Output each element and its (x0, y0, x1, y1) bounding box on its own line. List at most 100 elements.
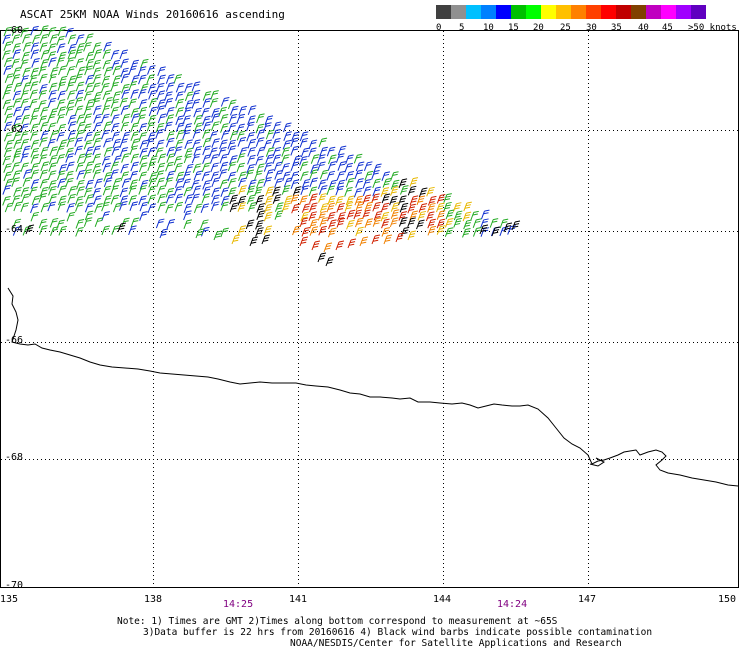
wind-barb (463, 201, 472, 212)
wind-barb (407, 203, 416, 214)
wind-barb (248, 201, 257, 212)
wind-barb (317, 210, 327, 221)
wind-barb (110, 185, 119, 195)
wind-barb (336, 170, 346, 181)
wind-barb (139, 139, 149, 150)
wind-barb (427, 225, 437, 236)
wind-barb (256, 129, 266, 139)
lon-label: 135 (0, 594, 19, 605)
wind-barb (85, 51, 95, 62)
wind-barb (211, 121, 220, 131)
wind-barb (364, 170, 374, 181)
wind-barb (39, 137, 48, 147)
wind-barb (20, 153, 29, 163)
wind-barb (220, 130, 230, 140)
wind-barb (48, 154, 58, 165)
wind-barb (345, 195, 355, 206)
wind-barb (31, 195, 41, 206)
lon-label: 147 (578, 594, 597, 605)
wind-barb (400, 226, 410, 237)
wind-barb (444, 217, 454, 228)
wind-barb (238, 171, 247, 182)
wind-barb (40, 161, 50, 172)
wind-barb (20, 98, 29, 109)
wind-barb (138, 131, 148, 142)
wind-barb (40, 130, 49, 141)
wind-barb (20, 27, 29, 38)
colorbar-label: 20 (533, 23, 544, 33)
wind-barb (12, 170, 21, 180)
wind-barb (311, 240, 321, 251)
wind-barb (479, 224, 489, 235)
wind-barb (128, 65, 137, 76)
wind-barb (159, 228, 169, 239)
wind-barb (263, 139, 273, 150)
wind-barb (364, 201, 373, 212)
wind-barb (255, 123, 265, 134)
wind-barb (354, 217, 364, 228)
wind-barb (175, 139, 184, 149)
wind-barb (56, 43, 66, 53)
wind-barb (346, 219, 355, 230)
wind-barb (50, 66, 59, 77)
wind-barb (265, 129, 275, 140)
wind-barb (40, 202, 50, 213)
wind-barb (327, 161, 337, 171)
colorbar-label: 5 (459, 23, 465, 33)
wind-barb (147, 161, 156, 172)
wind-barb (66, 99, 75, 110)
note-line-2: 3)Data buffer is 22 hrs from 20160616 4)… (143, 627, 653, 638)
wind-barb (381, 218, 390, 229)
wind-barb (272, 194, 282, 204)
wind-barb (247, 154, 256, 165)
wind-barb (66, 211, 76, 222)
wind-barb (11, 162, 21, 172)
wind-barb (13, 139, 22, 149)
wind-barb (119, 187, 129, 198)
wind-barb (57, 90, 66, 101)
colorbar-segment (526, 5, 541, 19)
wind-barb (2, 155, 12, 166)
wind-barb (246, 131, 255, 142)
wind-barb (76, 121, 86, 132)
wind-barb (74, 105, 84, 116)
wind-barb (92, 131, 102, 141)
wind-barb (20, 123, 29, 134)
wind-barb (263, 177, 272, 187)
wind-barb (138, 106, 148, 117)
wind-barb (236, 162, 245, 173)
wind-barb (398, 178, 408, 189)
wind-barb (67, 185, 77, 196)
wind-barb (12, 226, 22, 236)
wind-barb (399, 202, 409, 213)
wind-barb (364, 218, 374, 228)
wind-barb (121, 89, 130, 99)
wind-barb (74, 73, 83, 84)
wind-barb (398, 217, 408, 227)
wind-barb (202, 91, 212, 101)
wind-barb (48, 57, 57, 67)
wind-barb (111, 131, 121, 142)
colorbar-segment (541, 5, 556, 19)
wind-barb (58, 139, 68, 150)
wind-barb (318, 225, 327, 236)
wind-barb (381, 227, 391, 237)
wind-barb (65, 153, 74, 163)
wind-barb (47, 43, 57, 53)
wind-barb (265, 186, 274, 197)
wind-barb (39, 186, 49, 197)
wind-barb (193, 122, 203, 133)
wind-barb (256, 163, 265, 174)
wind-barb (65, 81, 75, 92)
wind-barb (120, 67, 129, 78)
wind-barb (38, 89, 47, 100)
wind-barb (23, 169, 32, 179)
wind-barb (119, 97, 128, 108)
wind-barb (22, 82, 32, 92)
wind-barb (120, 121, 130, 132)
wind-barb (390, 202, 400, 212)
lon-label: 144 (433, 594, 452, 605)
colorbar-label: 15 (508, 23, 519, 33)
wind-barb (380, 211, 390, 222)
lat-label: -68 (5, 452, 24, 463)
